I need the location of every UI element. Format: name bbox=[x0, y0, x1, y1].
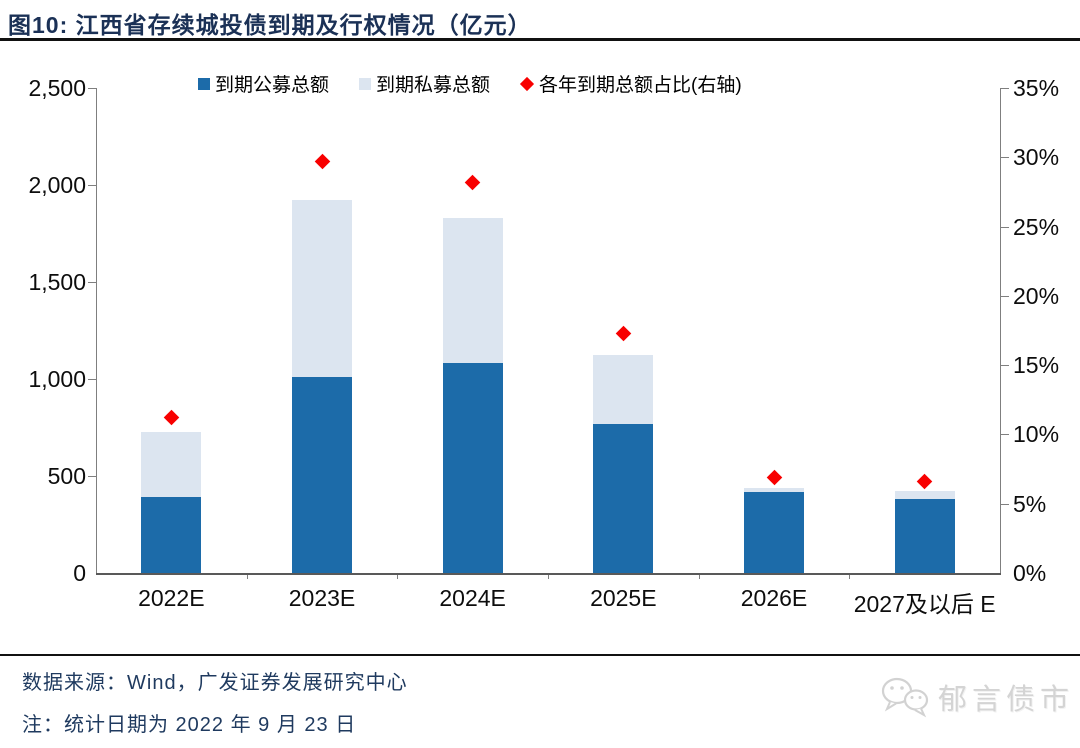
right-axis-tick bbox=[1001, 88, 1009, 89]
bar-segment-private bbox=[593, 354, 654, 424]
left-axis-tick bbox=[88, 185, 96, 186]
watermark: 郁言债市 bbox=[880, 676, 1074, 718]
left-axis-tick bbox=[88, 88, 96, 89]
left-axis-tick-label: 2,500 bbox=[28, 75, 86, 101]
left-axis-tick-label: 500 bbox=[47, 463, 86, 489]
x-axis-tick bbox=[397, 573, 399, 579]
legend-item-public: 到期公募总额 bbox=[198, 70, 329, 97]
ratio-diamond-point bbox=[766, 469, 782, 486]
right-axis-tick-label: 10% bbox=[1013, 421, 1060, 448]
private-square-icon bbox=[359, 77, 372, 90]
left-axis-tick-label: 2,000 bbox=[28, 172, 86, 198]
right-axis-tick bbox=[1001, 365, 1009, 367]
right-axis-tick-label: 35% bbox=[1013, 75, 1060, 101]
ratio-diamond-point bbox=[314, 153, 330, 170]
right-axis-tick-label: 20% bbox=[1013, 282, 1060, 309]
legend-item-ratio: 各年到期总额占比(右轴) bbox=[519, 70, 742, 97]
bar-segment-private bbox=[141, 432, 202, 498]
bar-segment-private bbox=[744, 487, 804, 493]
right-axis-tick-label: 25% bbox=[1013, 213, 1060, 240]
bar-segment-private bbox=[442, 217, 503, 364]
x-axis-tick bbox=[698, 573, 700, 579]
bar-segment-public bbox=[744, 492, 804, 573]
legend-label-public: 到期公募总额 bbox=[215, 75, 330, 96]
watermark-label: 郁言债市 bbox=[938, 684, 1075, 716]
right-axis-tick bbox=[1001, 226, 1009, 228]
page-title: 图10: 江西省存续城投债到期及行权情况（亿元） bbox=[8, 12, 532, 38]
bar-segment-public bbox=[141, 497, 202, 573]
right-axis-tick-label: 30% bbox=[1013, 144, 1060, 171]
bar-segment-public bbox=[593, 423, 654, 573]
footer-note-text: 注：统计日期为 2022 年 9 月 23 日 bbox=[22, 714, 357, 736]
x-axis-tick bbox=[548, 573, 549, 579]
chart-legend: 到期公募总额 到期私募总额 各年到期总额占比(右轴) bbox=[198, 70, 742, 97]
ratio-diamond-point bbox=[916, 473, 933, 490]
ratio-diamond-point bbox=[615, 325, 632, 342]
legend-label-ratio: 各年到期总额占比(右轴) bbox=[539, 75, 742, 96]
right-axis-tick bbox=[1001, 434, 1009, 436]
right-axis-line bbox=[1000, 88, 1001, 573]
x-axis-tick bbox=[849, 573, 851, 579]
right-axis-tick bbox=[1001, 157, 1009, 159]
x-axis-category-label: 2027及以后 E bbox=[853, 591, 996, 617]
left-axis-tick-label: 0 bbox=[73, 560, 86, 586]
bar-segment-public bbox=[292, 377, 352, 573]
left-axis-tick-label: 1,000 bbox=[28, 366, 86, 392]
right-axis-tick-label: 5% bbox=[1013, 490, 1047, 517]
bar-segment-public bbox=[894, 499, 955, 573]
x-axis-tick bbox=[246, 573, 248, 579]
ratio-diamond-point bbox=[464, 174, 481, 190]
x-axis-category-label: 2026E bbox=[740, 585, 808, 611]
right-axis-tick bbox=[1001, 295, 1009, 297]
bar-segment-private bbox=[894, 490, 955, 500]
left-axis-tick bbox=[88, 476, 96, 477]
right-axis-tick bbox=[1001, 503, 1009, 505]
right-axis-tick-label: 15% bbox=[1013, 352, 1060, 379]
legend-item-private: 到期私募总额 bbox=[359, 70, 490, 97]
bar-segment-public bbox=[442, 363, 503, 573]
left-axis-tick-label: 1,500 bbox=[28, 269, 86, 295]
x-axis-category-label: 2022E bbox=[138, 585, 205, 611]
wechat-icon bbox=[881, 677, 929, 718]
bar-segment-private bbox=[292, 199, 352, 378]
public-square-icon bbox=[198, 77, 210, 90]
x-axis-category-label: 2023E bbox=[288, 585, 356, 611]
x-axis-category-label: 2024E bbox=[439, 585, 506, 611]
x-axis-category-label: 2025E bbox=[590, 585, 657, 611]
footer-divider bbox=[0, 654, 1080, 656]
left-axis-tick bbox=[88, 379, 96, 380]
ratio-diamond-point bbox=[163, 410, 180, 426]
x-axis-baseline bbox=[96, 573, 1001, 575]
data-source-text: 数据来源：Wind，广发证券发展研究中心 bbox=[22, 672, 408, 694]
title-divider bbox=[0, 38, 1080, 41]
legend-label-private: 到期私募总额 bbox=[376, 75, 491, 96]
right-axis-tick-label: 0% bbox=[1013, 560, 1047, 586]
left-axis-tick bbox=[88, 282, 96, 283]
left-axis-line bbox=[96, 88, 97, 573]
